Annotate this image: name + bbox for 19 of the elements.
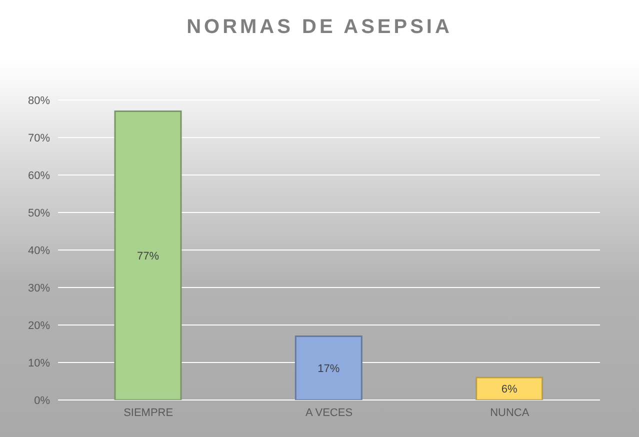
y-tick-label: 80% [28,94,50,107]
y-tick-label: 30% [28,282,50,294]
x-tick-label: NUNCA [490,406,530,419]
y-tick-label: 0% [34,394,50,407]
y-tick-label: 70% [28,132,50,144]
y-tick-label: 60% [28,170,50,182]
x-tick-label: A VECES [305,406,353,419]
x-tick-label: SIEMPRE [124,406,174,419]
bar [114,110,182,400]
y-tick-label: 20% [28,320,50,332]
y-tick-label: 50% [28,207,50,220]
bar [294,336,362,400]
data-label: 77% [136,250,160,263]
y-tick-label: 10% [28,357,50,370]
bar [476,376,544,400]
y-tick-label: 40% [28,244,50,257]
data-label: 6% [501,384,518,396]
data-label: 17% [318,363,340,376]
chart-title: NORMAS DE ASEPSIA [186,16,454,39]
